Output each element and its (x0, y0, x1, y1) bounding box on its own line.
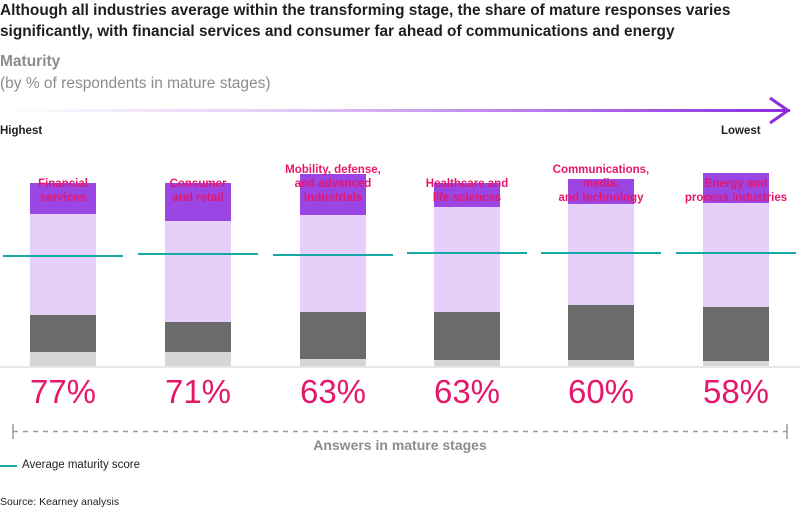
category-label: Financial services (38, 178, 88, 204)
mature-share-label: 63% (433, 373, 501, 410)
chart-title: Although all industries average within t… (0, 2, 731, 40)
bar-segment (703, 361, 769, 366)
chart-subtitle: Maturity (by % of respondents in mature … (0, 51, 271, 95)
mature-bracket (12, 424, 788, 439)
bar-segment (568, 204, 634, 305)
bar-segment (434, 207, 500, 312)
bar-segment (703, 203, 769, 307)
bar-segment (434, 312, 500, 360)
subtitle-label: Maturity (0, 53, 61, 70)
bar-segment (434, 183, 500, 207)
category-label: Healthcare and life sciences (425, 178, 509, 204)
bar-segment (30, 352, 96, 366)
bar-segment (434, 360, 500, 366)
bar-segment (165, 221, 231, 322)
category-label: Energy and process industries (684, 178, 788, 204)
category-label: Mobility, defense, and advanced industrial… (285, 164, 381, 204)
bar-segment (568, 179, 634, 204)
bar-segment (300, 215, 366, 312)
mature-answers-label: Answers in mature stages (313, 437, 487, 453)
bar-segment (165, 352, 231, 366)
bar-segment (30, 214, 96, 315)
bar-segment (568, 305, 634, 360)
category-label: Communications, media, and technology (552, 164, 650, 204)
bar-segment (165, 183, 231, 221)
mature-share-label: 63% (299, 373, 367, 410)
bar-segment (300, 359, 366, 366)
bar-segment (703, 173, 769, 203)
direction-arrow (0, 96, 791, 125)
source-note: Source: Kearney analysis (0, 496, 120, 508)
average-lines (3, 252, 796, 257)
legend-label: Average maturity score (22, 459, 141, 471)
category-label: Consumer and retail (169, 178, 227, 204)
mature-share-label: 77% (29, 373, 97, 410)
bar-segment (30, 315, 96, 352)
bar-segment (703, 307, 769, 361)
mature-share-label: 58% (702, 373, 770, 410)
bar-segment (30, 183, 96, 214)
subtitle-note: (by % of respondents in mature stages) (0, 75, 271, 92)
scale-highest-label: Highest (0, 125, 43, 137)
direction-arrow-line (0, 109, 790, 112)
scale-lowest-label: Lowest (721, 125, 761, 137)
bar-segment (568, 360, 634, 366)
bar-segment (300, 174, 366, 215)
mature-share-label: 71% (164, 373, 232, 410)
legend-swatch (0, 465, 17, 467)
bar-segment (165, 322, 231, 352)
direction-arrowhead (769, 96, 791, 125)
mature-share-label: 60% (567, 373, 635, 410)
bar-group (30, 173, 769, 366)
bar-segment (300, 312, 366, 359)
